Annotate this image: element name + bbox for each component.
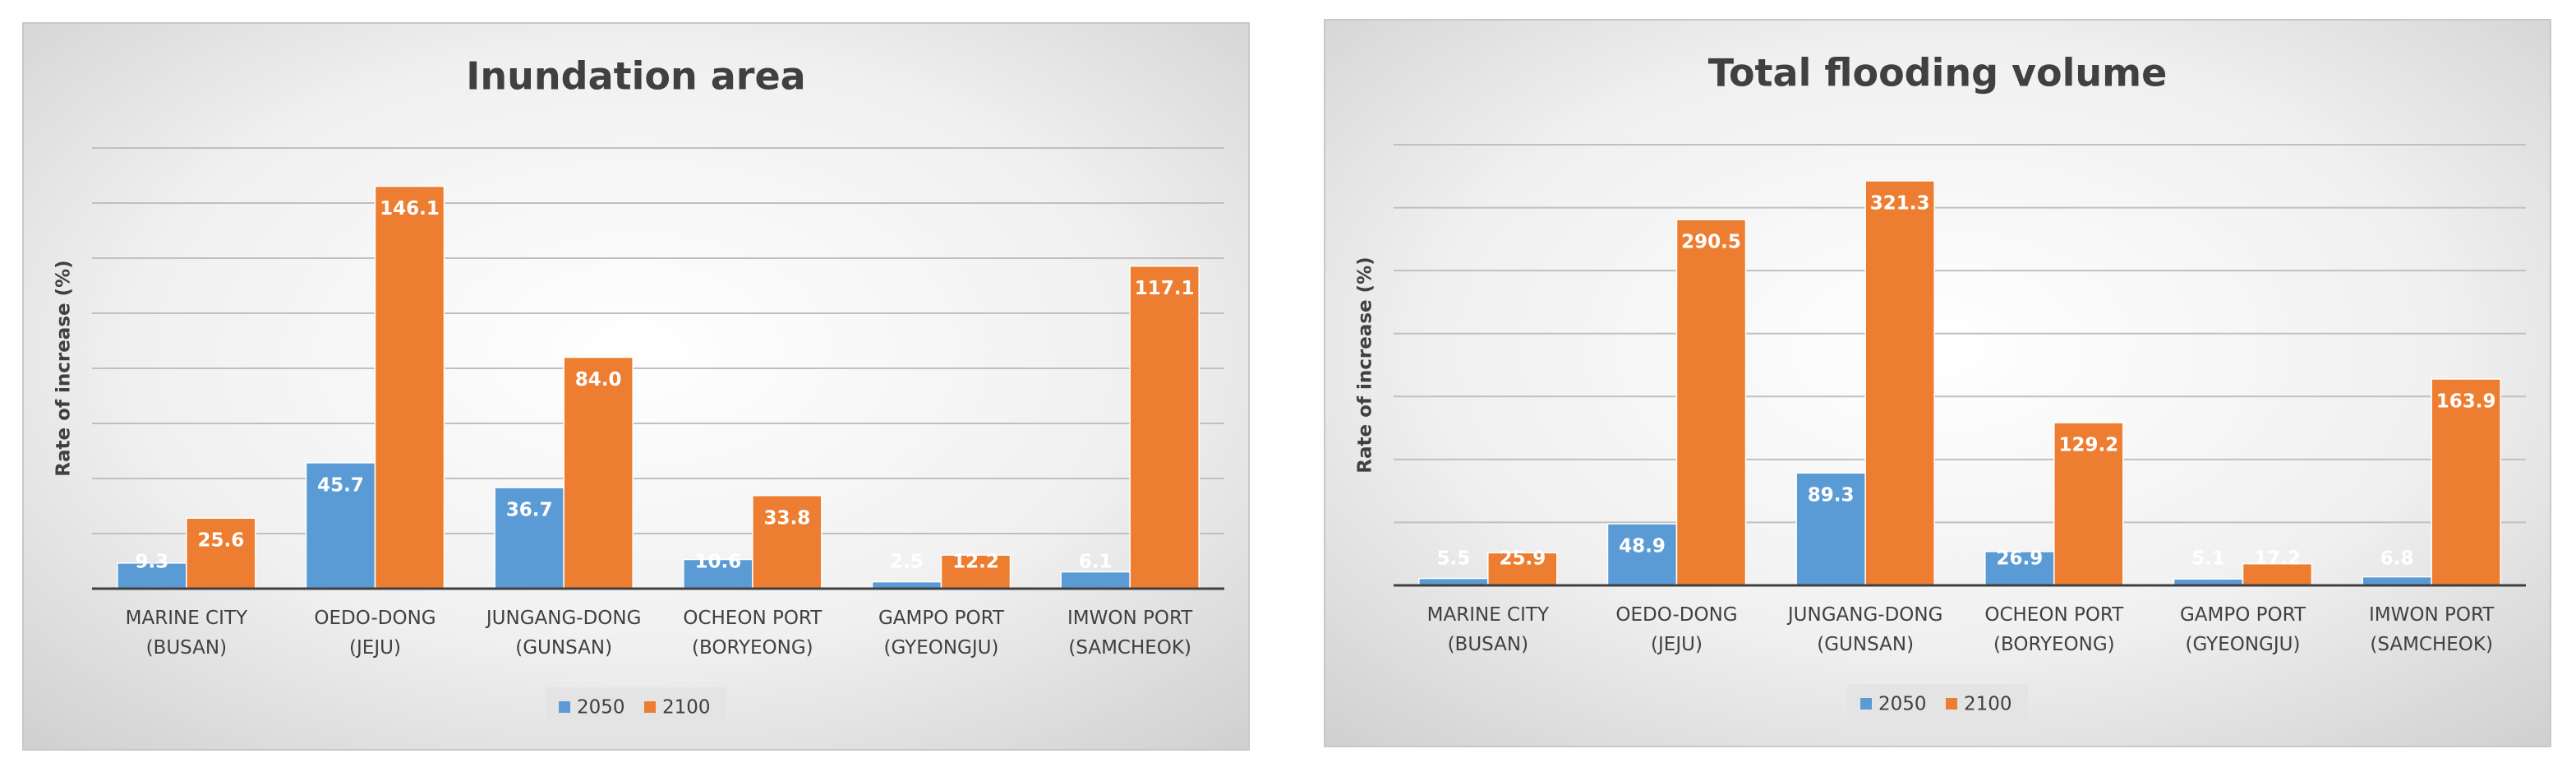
x-tick-label: MARINE CITY (BUSAN) [126,608,248,659]
value-label: 89.3 [1808,485,1855,506]
value-label: 321.3 [1870,192,1930,214]
x-tick-label-line: (BORYEONG) [692,637,813,659]
value-label: 290.5 [1681,232,1741,253]
bar [563,356,634,589]
value-label: 84.0 [575,369,622,391]
legend-swatch [644,701,656,713]
chart-background [22,22,1250,751]
x-tick-label-line: OCHEON PORT [683,608,823,629]
x-tick-label: OEDO-DONG (JEJU) [1615,604,1737,655]
x-tick-label-line: MARINE CITY [126,608,248,629]
value-label: 26.9 [1996,548,2043,570]
bar [1864,180,1935,586]
bar [1984,551,2055,586]
bar [1487,552,1558,586]
value-label: 36.7 [506,500,553,521]
x-tick-label: OCHEON PORT (BORYEONG) [1984,604,2124,655]
value-label: 33.8 [763,507,810,529]
x-tick-label-line: MARINE CITY [1427,604,1550,626]
legend-background [1847,684,2028,723]
x-tick-label-line: GAMPO PORT [2180,604,2306,626]
bar [494,487,565,589]
bar [1129,265,1200,589]
value-label: 12.2 [952,552,999,573]
bar [1675,219,1747,586]
bar [186,517,256,589]
bar [2362,576,2432,586]
x-tick-label-line: OEDO-DONG [314,608,435,629]
x-tick-label-line: (SAMCHEOK) [2370,634,2493,655]
x-tick-label: IMWON PORT (SAMCHEOK) [1067,608,1193,659]
legend: 2050 2100 [1847,684,2028,723]
legend-swatch [559,701,570,713]
legend-swatch [1860,698,1872,710]
x-tick-label-line: OCHEON PORT [1984,604,2124,626]
value-label: 9.3 [135,552,168,573]
bar [305,462,376,589]
x-tick-label-line: (BUSAN) [1448,634,1529,655]
legend-label: 2050 [577,697,625,719]
value-label: 17.2 [2254,548,2301,570]
chart-title: Inundation area [466,54,805,99]
chart-title: Total flooding volume [1708,51,2168,95]
x-tick-label-line: (GYEONGJU) [2186,634,2301,655]
chart-background [1324,19,2551,747]
legend-swatch [1946,698,1957,710]
value-label: 6.1 [1079,552,1113,573]
x-tick-label: GAMPO PORT (GYEONGJU) [878,608,1005,659]
bar [1060,571,1131,589]
value-label: 5.1 [2191,548,2225,570]
x-tick-label: OCHEON PORT (BORYEONG) [683,608,823,659]
value-label: 48.9 [1619,536,1666,557]
value-label: 45.7 [317,474,364,496]
legend-label: 2050 [1878,694,1927,715]
x-tick-label-line: IMWON PORT [1067,608,1193,629]
y-axis-title: Rate of increase (%) [1355,257,1376,473]
legend: 2050 2100 [546,687,726,727]
value-label: 6.8 [2380,548,2414,570]
bar [940,554,1012,589]
value-label: 163.9 [2436,391,2496,412]
x-tick-label-line: OEDO-DONG [1615,604,1737,626]
y-axis-title: Rate of increase (%) [53,260,75,476]
x-tick-label: JUNGANG-DONG (GUNSAN) [485,608,642,659]
x-tick-label: JUNGANG-DONG (GUNSAN) [1786,604,1943,655]
bar [752,495,823,589]
x-tick-label-line: IMWON PORT [2369,604,2495,626]
x-tick-label-line: (GYEONGJU) [884,637,999,659]
x-tick-label: IMWON PORT (SAMCHEOK) [2369,604,2495,655]
x-tick-label-line: (BUSAN) [146,637,228,659]
bar [1795,472,1866,586]
x-tick-label: GAMPO PORT (GYEONGJU) [2180,604,2306,655]
bar [374,185,445,589]
x-tick-label-line: JUNGANG-DONG [1786,604,1943,626]
x-tick-label-line: GAMPO PORT [878,608,1005,629]
legend-label: 2100 [1964,694,2012,715]
value-label: 25.6 [197,530,244,552]
x-tick-label-line: (BORYEONG) [1993,634,2115,655]
bar [683,558,753,589]
chart-panel: Total flooding volume Rate of increase (%… [1324,19,2551,747]
legend-background [546,687,726,727]
x-tick-label-line: (SAMCHEOK) [1068,637,1191,659]
value-label: 5.5 [1436,548,1470,570]
x-tick-label-line: (GUNSAN) [1817,634,1914,655]
legend-label: 2100 [662,697,711,719]
chart-panel: Inundation area Rate of increase (%) MARIN… [22,22,1250,751]
value-label: 129.2 [2058,435,2118,456]
value-label: 117.1 [1135,278,1195,299]
bar [1606,523,1678,586]
bar [2431,378,2501,586]
x-tick-label-line: JUNGANG-DONG [485,608,642,629]
x-tick-label-line: (JEJU) [1651,634,1703,655]
value-label: 25.9 [1499,548,1546,570]
x-tick-label-line: (JEJU) [349,637,401,659]
x-tick-label: MARINE CITY (BUSAN) [1427,604,1550,655]
value-label: 146.1 [380,198,440,220]
x-tick-label-line: (GUNSAN) [515,637,612,659]
value-label: 10.6 [694,552,741,573]
x-tick-label: OEDO-DONG (JEJU) [314,608,435,659]
value-label: 2.5 [890,552,924,573]
